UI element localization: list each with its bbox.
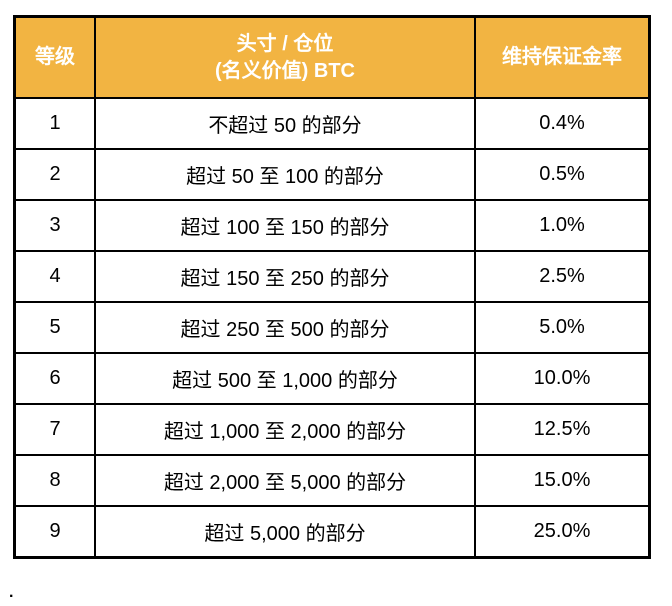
column-header-position: 头寸 / 仓位 (名义价值) BTC [94, 15, 476, 99]
tier-cell: 9 [13, 505, 96, 559]
tier-cell: 7 [13, 403, 96, 456]
position-cell: 超过 5,000 的部分 [94, 505, 476, 559]
position-cell: 超过 50 至 100 的部分 [94, 148, 476, 201]
position-cell: 不超过 50 的部分 [94, 97, 476, 150]
rate-cell: 0.4% [474, 97, 651, 150]
table-body: 1 不超过 50 的部分 0.4% 2 超过 50 至 100 的部分 0.5%… [13, 97, 651, 559]
table-row: 1 不超过 50 的部分 0.4% [13, 97, 651, 150]
rate-cell: 15.0% [474, 454, 651, 507]
column-header-rate: 维持保证金率 [474, 15, 651, 99]
position-cell: 超过 250 至 500 的部分 [94, 301, 476, 354]
tier-cell: 2 [13, 148, 96, 201]
header-row: 等级 头寸 / 仓位 (名义价值) BTC 维持保证金率 [13, 15, 651, 99]
maintenance-margin-table: 等级 头寸 / 仓位 (名义价值) BTC 维持保证金率 1 不超过 50 的部… [13, 15, 651, 559]
table-row: 9 超过 5,000 的部分 25.0% [13, 505, 651, 559]
rate-cell: 2.5% [474, 250, 651, 303]
position-cell: 超过 150 至 250 的部分 [94, 250, 476, 303]
table-row: 3 超过 100 至 150 的部分 1.0% [13, 199, 651, 252]
column-header-tier: 等级 [13, 15, 96, 99]
tier-cell: 5 [13, 301, 96, 354]
column-header-position-line2: (名义价值) BTC [215, 59, 355, 82]
table-row: 7 超过 1,000 至 2,000 的部分 12.5% [13, 403, 651, 456]
tier-cell: 6 [13, 352, 96, 405]
table-row: 5 超过 250 至 500 的部分 5.0% [13, 301, 651, 354]
stray-period-text: . [9, 584, 14, 601]
column-header-position-line1: 头寸 / 仓位 [236, 32, 334, 55]
position-cell: 超过 500 至 1,000 的部分 [94, 352, 476, 405]
tier-cell: 3 [13, 199, 96, 252]
table-row: 4 超过 150 至 250 的部分 2.5% [13, 250, 651, 303]
tier-cell: 8 [13, 454, 96, 507]
position-cell: 超过 2,000 至 5,000 的部分 [94, 454, 476, 507]
tier-cell: 1 [13, 97, 96, 150]
rate-cell: 5.0% [474, 301, 651, 354]
position-cell: 超过 1,000 至 2,000 的部分 [94, 403, 476, 456]
position-cell: 超过 100 至 150 的部分 [94, 199, 476, 252]
table-row: 2 超过 50 至 100 的部分 0.5% [13, 148, 651, 201]
tier-cell: 4 [13, 250, 96, 303]
rate-cell: 0.5% [474, 148, 651, 201]
table-header: 等级 头寸 / 仓位 (名义价值) BTC 维持保证金率 [13, 15, 651, 99]
rate-cell: 10.0% [474, 352, 651, 405]
table-row: 8 超过 2,000 至 5,000 的部分 15.0% [13, 454, 651, 507]
rate-cell: 1.0% [474, 199, 651, 252]
table-row: 6 超过 500 至 1,000 的部分 10.0% [13, 352, 651, 405]
rate-cell: 25.0% [474, 505, 651, 559]
rate-cell: 12.5% [474, 403, 651, 456]
